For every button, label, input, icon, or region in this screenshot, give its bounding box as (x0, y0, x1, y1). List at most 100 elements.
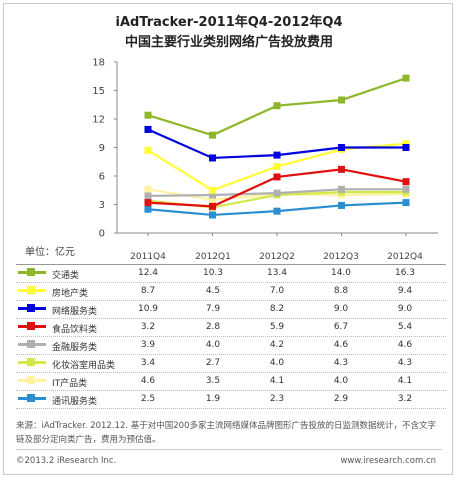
y-tick-label: 6 (99, 172, 105, 183)
data-point (209, 131, 216, 139)
data-label: 4.6 (397, 340, 413, 350)
legend-marker (27, 322, 35, 330)
legend-swatch (18, 304, 46, 312)
copyright: ©2013.2 iResearch Inc. (16, 456, 117, 466)
legend-marker (27, 340, 35, 348)
x-tick-label: 2011Q4 (130, 252, 166, 262)
data-label: 12.4 (137, 268, 159, 278)
legend-marker (27, 286, 35, 294)
data-label: 2.7 (205, 358, 221, 368)
data-label: 4.1 (397, 376, 413, 386)
row-divider (16, 318, 446, 319)
row-divider (16, 354, 446, 355)
data-point (273, 163, 281, 170)
data-label: 2.8 (205, 322, 221, 332)
data-point (144, 205, 152, 213)
footer-divider (16, 449, 442, 450)
y-tick-label: 0 (99, 229, 105, 240)
data-point (338, 144, 345, 151)
unit-label: 单位：亿元 (25, 247, 75, 258)
data-label: 5.4 (397, 322, 413, 332)
data-point (338, 96, 345, 104)
legend-swatch (18, 268, 46, 276)
legend-swatch (18, 394, 46, 402)
legend-label: 化妆浴室用品类 (52, 361, 116, 371)
x-tick-label: 2012Q1 (195, 252, 231, 262)
row-divider (16, 336, 446, 337)
data-label: 13.4 (266, 268, 288, 278)
data-point (338, 185, 345, 193)
data-point (144, 111, 152, 119)
data-label: 3.9 (140, 340, 156, 350)
data-point (209, 211, 216, 219)
data-point (209, 186, 216, 194)
data-label: 4.2 (269, 340, 285, 350)
data-point (402, 144, 410, 151)
data-label: 14.0 (330, 268, 352, 278)
table-row: IT产品类 4.6 3.5 4.1 4.0 4.1 (16, 374, 446, 392)
data-point (209, 154, 216, 162)
data-label: 4.3 (333, 358, 349, 368)
data-label: 16.3 (394, 268, 416, 278)
data-label: 3.5 (205, 376, 221, 386)
data-label: 1.9 (205, 394, 221, 404)
legend-swatch (18, 376, 46, 384)
row-divider (16, 282, 446, 283)
data-label: 4.0 (269, 358, 285, 368)
table-top-rule (16, 264, 446, 265)
y-tick-label: 15 (92, 86, 105, 97)
data-label: 9.0 (333, 304, 349, 314)
data-point (273, 102, 281, 110)
legend-swatch (18, 286, 46, 294)
data-point (144, 185, 152, 193)
table-row: 网络服务类 10.9 7.9 8.2 9.0 9.0 (16, 302, 446, 320)
table-row: 食品饮料类 3.2 2.8 5.9 6.7 5.4 (16, 320, 446, 338)
chart-frame (3, 3, 453, 475)
legend-swatch (18, 358, 46, 366)
data-point (209, 196, 216, 204)
x-tick-label: 2012Q2 (259, 252, 295, 262)
table-row: 房地产类 8.7 4.5 7.0 8.8 9.4 (16, 284, 446, 302)
data-point (209, 202, 216, 210)
y-tick-label: 18 (92, 58, 105, 69)
data-label: 8.7 (140, 286, 156, 296)
data-point (402, 74, 410, 82)
website: www.iresearch.com.cn (340, 456, 436, 466)
data-label: 4.6 (140, 376, 156, 386)
data-label: 6.7 (333, 322, 349, 332)
data-point (273, 151, 281, 159)
table-row: 金融服务类 3.9 4.0 4.2 4.6 4.6 (16, 338, 446, 356)
legend-label: 房地产类 (52, 289, 89, 299)
data-point (402, 178, 410, 186)
legend-marker (27, 304, 35, 312)
table-row: 化妆浴室用品类 3.4 2.7 4.0 4.3 4.3 (16, 356, 446, 374)
data-point (144, 192, 152, 200)
table-row: 交通类 12.4 10.3 13.4 14.0 16.3 (16, 266, 446, 284)
data-point (338, 165, 345, 173)
data-label: 2.9 (333, 394, 349, 404)
legend-label: 网络服务类 (52, 307, 98, 317)
data-label: 9.4 (397, 286, 413, 296)
legend-label: 金融服务类 (52, 343, 98, 353)
data-point (402, 185, 410, 193)
data-label: 4.0 (205, 340, 221, 350)
legend-label: 食品饮料类 (52, 325, 98, 335)
x-tick-label: 2012Q3 (323, 252, 359, 262)
legend-marker (27, 358, 35, 366)
row-divider (16, 372, 446, 373)
legend-swatch (18, 322, 46, 330)
data-label: 4.6 (333, 340, 349, 350)
data-label: 9.0 (397, 304, 413, 314)
data-point (273, 173, 281, 181)
row-divider (16, 300, 446, 301)
legend-marker (27, 394, 35, 402)
data-label: 7.0 (269, 286, 285, 296)
data-label: 4.5 (205, 286, 221, 296)
data-label: 5.9 (269, 322, 285, 332)
chart-subtitle: 中国主要行业类别网络广告投放费用 (124, 35, 333, 50)
data-label: 10.9 (137, 304, 159, 314)
data-label: 4.1 (269, 376, 285, 386)
data-label: 3.4 (140, 358, 156, 368)
legend-label: 交通类 (52, 271, 80, 281)
